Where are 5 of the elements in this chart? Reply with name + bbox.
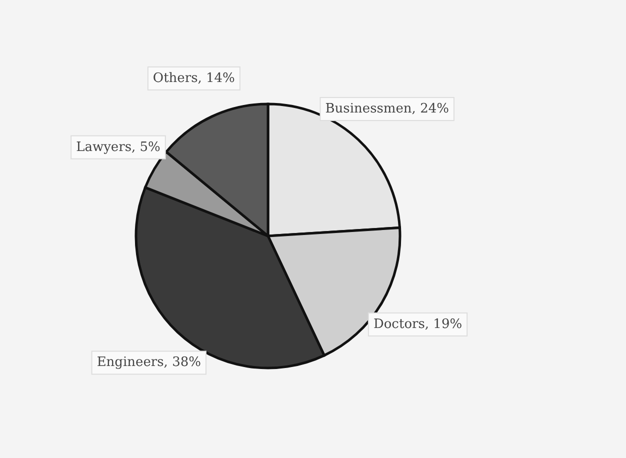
slice-label: Lawyers, 5%: [76, 140, 160, 155]
slice-label: Businessmen, 24%: [325, 102, 449, 117]
slice-label: Doctors, 19%: [373, 316, 462, 332]
slice-label: Engineers, 38%: [96, 355, 201, 370]
slice-label: Others, 14%: [152, 70, 235, 86]
